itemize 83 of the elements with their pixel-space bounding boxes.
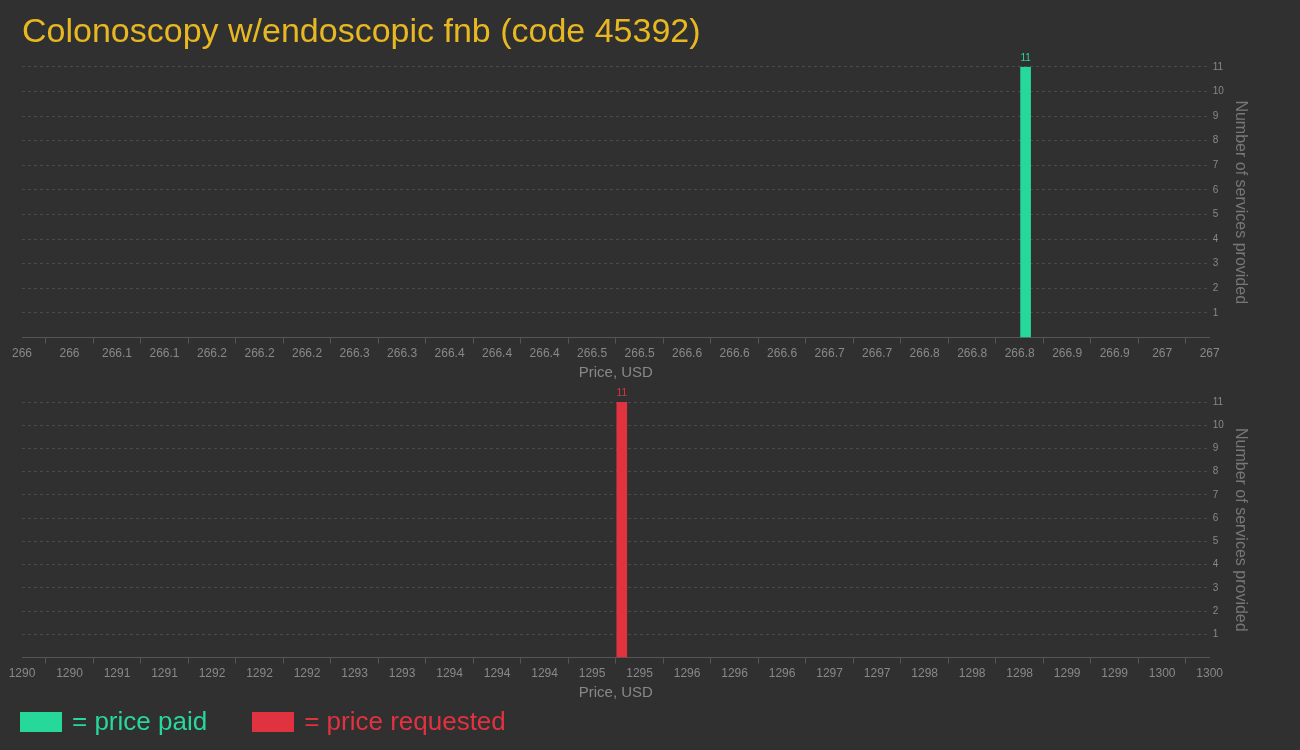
x-tick-label: 266.6 [719,346,750,361]
x-tick-label: 266.2 [197,346,228,361]
x-axis-title: Price, USD [578,363,654,381]
x-tick-label: 266.8 [909,346,940,361]
x-tick-label: 1294 [483,666,511,681]
x-tick-label: 266.5 [577,346,608,361]
y-tick-label: 6 [1212,183,1219,195]
x-tick-label: 1298 [911,666,939,681]
x-tick-label: 266 [11,346,33,361]
x-tick-label: 266.6 [672,346,703,361]
x-tick-label: 1291 [151,666,179,681]
x-tick-label: 1297 [863,666,891,681]
x-tick-label: 266.4 [482,346,513,361]
x-tick-label: 266.4 [529,346,560,361]
x-tick-label: 1296 [673,666,701,681]
y-axis-title: Number of services provided [1232,427,1250,632]
x-tick-label: 267 [1152,346,1173,361]
x-tick-label: 266.4 [434,346,465,361]
x-tick-label: 1293 [388,666,416,681]
chart-title: Colonoscopy w/endoscopic fnb (code 45392) [22,10,701,49]
x-tick-label: 266.7 [862,346,893,361]
legend-label: = price paid [72,706,208,737]
y-tick-label: 1 [1212,628,1219,640]
x-tick-label: 266.5 [624,346,655,361]
x-tick-label: 1298 [1006,666,1034,681]
x-tick-label: 1296 [768,666,796,681]
x-tick-label: 266.9 [1052,346,1083,361]
y-tick-label: 11 [1212,395,1224,407]
y-tick-label: 4 [1212,232,1219,244]
y-tick-label: 10 [1212,418,1225,430]
y-tick-label: 4 [1212,558,1219,570]
x-tick-label: 1295 [578,666,606,681]
y-tick-label: 8 [1212,134,1219,146]
y-tick-label: 6 [1212,511,1219,523]
y-tick-label: 3 [1212,581,1219,593]
x-tick-label: 1300 [1196,666,1224,681]
x-tick-label: 266.2 [292,346,323,361]
y-tick-label: 10 [1212,85,1225,97]
data-label: 11 [616,386,628,398]
x-tick-label: 266.1 [102,346,133,361]
x-tick-label: 266.1 [149,346,180,361]
x-tick-label: 1297 [816,666,844,681]
x-tick-label: 1299 [1053,666,1081,681]
x-tick-label: 1292 [198,666,226,681]
x-tick-label: 266.6 [767,346,798,361]
y-tick-label: 2 [1212,282,1219,294]
y-tick-label: 8 [1212,465,1219,477]
x-tick-label: 267 [1199,346,1221,361]
x-tick-label: 1299 [1101,666,1129,681]
x-tick-label: 266.9 [1099,346,1130,361]
x-tick-label: 1290 [56,666,84,681]
y-tick-label: 7 [1212,159,1219,171]
y-tick-label: 1 [1212,306,1219,318]
x-tick-label: 1294 [436,666,464,681]
y-tick-label: 7 [1212,488,1219,500]
x-tick-label: 1293 [341,666,369,681]
y-tick-label: 5 [1212,535,1219,547]
y-tick-label: 5 [1212,208,1219,220]
x-tick-label: 1298 [958,666,986,681]
x-tick-label: 266.8 [1004,346,1035,361]
data-label: 11 [1020,51,1032,63]
y-tick-label: 9 [1212,109,1219,121]
x-tick-label: 266.8 [957,346,988,361]
y-tick-label: 2 [1212,604,1219,616]
x-tick-label: 1300 [1148,666,1176,681]
x-tick-label: 1292 [293,666,321,681]
x-tick-label: 266.3 [387,346,418,361]
x-tick-label: 266 [59,346,80,361]
x-tick-label: 1290 [8,666,36,681]
x-tick-label: 266.7 [814,346,845,361]
x-tick-label: 1296 [721,666,749,681]
x-tick-label: 1294 [531,666,559,681]
x-tick-label: 1295 [626,666,654,681]
x-tick-label: 266.3 [339,346,370,361]
legend-label: = price requested [304,706,506,737]
x-tick-label: 1291 [103,666,131,681]
x-tick-label: 266.2 [244,346,275,361]
y-tick-label: 9 [1212,442,1219,454]
y-tick-label: 11 [1212,60,1224,72]
x-tick-label: 1292 [246,666,274,681]
y-tick-label: 3 [1212,257,1219,269]
x-axis-title: Price, USD [578,683,654,701]
y-axis-title: Number of services provided [1232,100,1250,305]
